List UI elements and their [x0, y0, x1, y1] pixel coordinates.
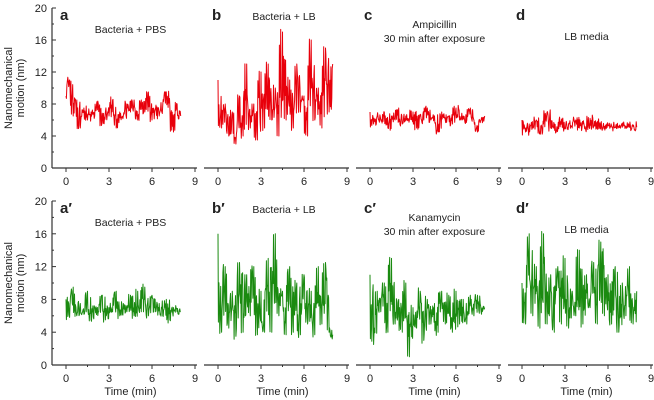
x-tick-label: 6 — [301, 176, 307, 188]
series-line — [65, 283, 181, 324]
panel-title: Bacteria + PBS — [95, 217, 167, 229]
panel-title: Bacteria + PBS — [95, 24, 167, 36]
x-tick-label: 3 — [562, 373, 568, 385]
x-tick-label: 3 — [258, 373, 264, 385]
panel-title: LB media — [564, 224, 609, 236]
y-axis-label: motion (nm) — [15, 59, 27, 118]
series-line — [217, 233, 334, 340]
x-tick-label: 3 — [258, 176, 264, 188]
x-tick-label: 6 — [605, 373, 611, 385]
panel-title: LB media — [564, 31, 609, 43]
x-axis-label: Time (min) — [256, 386, 308, 398]
x-tick-label: 9 — [648, 373, 654, 385]
panel-title: 30 min after exposure — [384, 33, 486, 45]
y-tick-label: 20 — [35, 196, 47, 208]
x-tick-label: 9 — [496, 176, 502, 188]
x-tick-label: 0 — [63, 176, 69, 188]
y-tick-label: 8 — [41, 294, 47, 306]
panel-title: Bacteria + LB — [252, 11, 315, 23]
x-tick-label: 6 — [149, 373, 155, 385]
series-line — [217, 28, 334, 145]
x-tick-label: 6 — [605, 176, 611, 188]
x-axis-label: Time (min) — [408, 386, 460, 398]
series-line — [521, 231, 638, 333]
series-line — [65, 76, 182, 133]
x-tick-label: 0 — [519, 176, 525, 188]
panel-title: 30 min after exposure — [384, 226, 486, 238]
panel-title: Kanamycin — [409, 212, 461, 224]
x-tick-label: 9 — [192, 176, 198, 188]
x-tick-label: 6 — [453, 373, 459, 385]
x-tick-label: 9 — [344, 373, 350, 385]
panel-label: b′ — [212, 200, 225, 217]
x-tick-label: 0 — [367, 176, 373, 188]
x-tick-label: 3 — [106, 373, 112, 385]
series-line — [369, 256, 486, 358]
x-tick-label: 6 — [453, 176, 459, 188]
panel-label: a — [60, 7, 69, 24]
panel-label: c′ — [364, 200, 376, 217]
x-axis-label: Time (min) — [560, 386, 612, 398]
x-tick-label: 3 — [562, 176, 568, 188]
y-tick-label: 0 — [41, 360, 47, 372]
y-tick-label: 16 — [35, 35, 47, 47]
series-line — [369, 104, 486, 135]
y-tick-label: 20 — [35, 3, 47, 15]
x-tick-label: 0 — [519, 373, 525, 385]
y-tick-label: 12 — [35, 67, 47, 79]
y-tick-label: 0 — [41, 163, 47, 175]
x-tick-label: 9 — [192, 373, 198, 385]
x-tick-label: 0 — [367, 373, 373, 385]
panel-label: d′ — [516, 200, 529, 217]
x-tick-label: 0 — [63, 373, 69, 385]
y-tick-label: 8 — [41, 99, 47, 111]
panel-title: Ampicillin — [412, 19, 457, 31]
panel-label: a′ — [60, 200, 72, 217]
x-axis-label: Time (min) — [104, 386, 156, 398]
x-tick-label: 3 — [410, 373, 416, 385]
y-tick-label: 4 — [41, 131, 47, 143]
series-line — [521, 109, 638, 136]
x-tick-label: 6 — [149, 176, 155, 188]
panel-label: b — [212, 7, 221, 24]
x-tick-label: 0 — [215, 176, 221, 188]
y-axis-label: Nanomechanical — [3, 47, 15, 129]
x-tick-label: 0 — [215, 373, 221, 385]
x-tick-label: 6 — [301, 373, 307, 385]
x-tick-label: 9 — [496, 373, 502, 385]
panel-label: d — [516, 7, 525, 24]
panel-title: Bacteria + LB — [252, 204, 315, 216]
y-tick-label: 12 — [35, 262, 47, 274]
y-tick-label: 16 — [35, 229, 47, 241]
x-tick-label: 3 — [410, 176, 416, 188]
y-tick-label: 4 — [41, 327, 47, 339]
panel-label: c — [364, 7, 372, 24]
x-tick-label: 9 — [344, 176, 350, 188]
x-tick-label: 9 — [648, 176, 654, 188]
x-tick-label: 3 — [106, 176, 112, 188]
y-axis-label: motion (nm) — [15, 254, 27, 313]
y-axis-label: Nanomechanical — [3, 242, 15, 324]
